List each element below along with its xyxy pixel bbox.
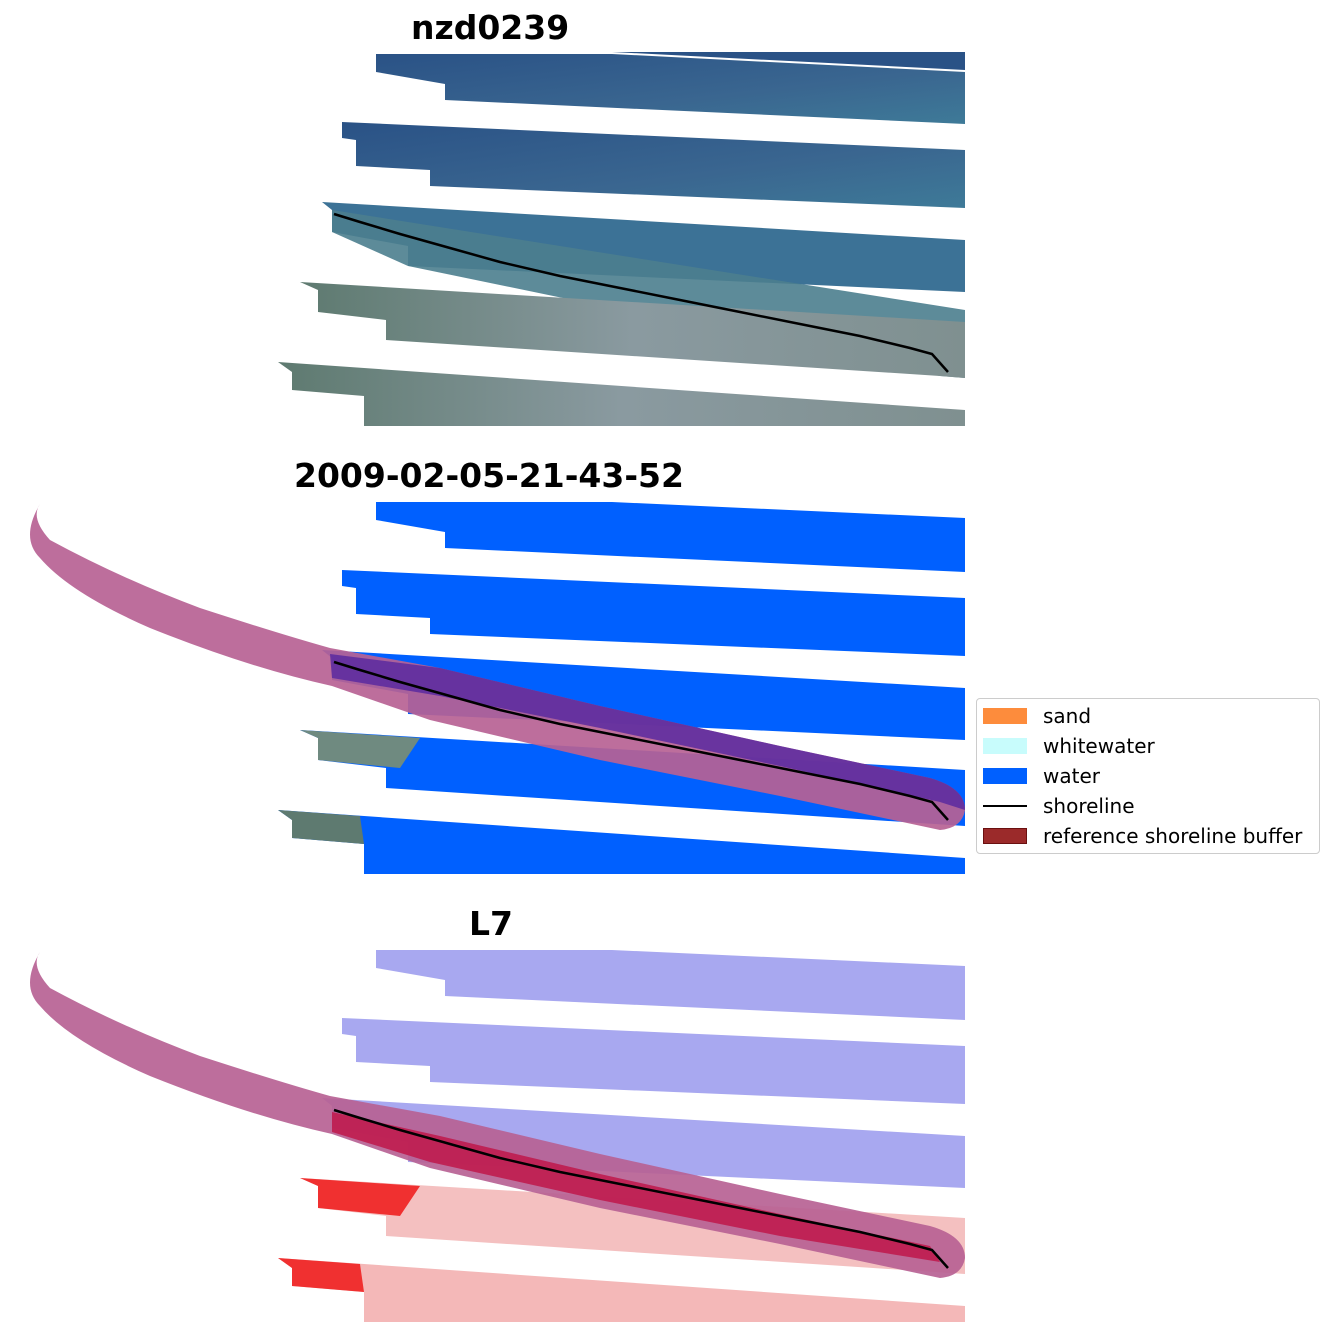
image-stripes xyxy=(278,52,965,426)
legend-swatch-water xyxy=(983,768,1027,784)
panel-title-index: L7 xyxy=(469,904,513,943)
land-stripe xyxy=(278,810,364,844)
legend-swatch-reference-buffer xyxy=(983,828,1027,844)
legend-label: water xyxy=(1043,764,1100,788)
rgb-image-panel xyxy=(278,52,965,426)
legend-swatch-sand xyxy=(983,708,1027,724)
image-stripe xyxy=(376,52,965,70)
legend-item-shoreline: shoreline xyxy=(983,794,1135,818)
water-class-stripes xyxy=(278,502,965,874)
index-panel xyxy=(30,950,965,1322)
legend-label: sand xyxy=(1043,704,1092,728)
legend: sand whitewater water shoreline referenc… xyxy=(976,698,1320,854)
index-stripe xyxy=(300,1178,965,1274)
land-stripe xyxy=(278,810,965,874)
land-stripe xyxy=(300,730,420,768)
legend-label: whitewater xyxy=(1043,734,1155,758)
panel-title-classification: 2009-02-05-21-43-52 xyxy=(294,456,684,495)
shoreline xyxy=(333,660,949,821)
image-stripe xyxy=(376,54,965,124)
classification-panel xyxy=(30,502,965,874)
legend-item-water: water xyxy=(983,764,1100,788)
legend-label: shoreline xyxy=(1043,794,1135,818)
shoreline xyxy=(333,1108,949,1269)
legend-swatch-whitewater xyxy=(983,738,1027,754)
index-stripe xyxy=(278,1258,364,1292)
index-stripe xyxy=(322,1098,965,1188)
reference-shoreline-buffer xyxy=(30,952,965,1278)
shoreline xyxy=(333,212,949,373)
buffer-water-overlap xyxy=(330,654,965,810)
water-stripe xyxy=(322,650,965,740)
index-stripe xyxy=(376,950,965,1020)
legend-item-sand: sand xyxy=(983,704,1091,728)
legend-label: reference shoreline buffer xyxy=(1043,824,1303,848)
panel-title-rgb: nzd0239 xyxy=(411,8,570,47)
land-stripe xyxy=(300,730,965,826)
index-stripe xyxy=(300,1178,420,1216)
legend-item-whitewater: whitewater xyxy=(983,734,1155,758)
legend-line-shoreline xyxy=(983,805,1027,807)
image-stripe xyxy=(342,122,965,208)
water-stripe xyxy=(342,570,965,656)
index-stripe xyxy=(342,1018,965,1104)
image-stripe xyxy=(300,282,965,378)
legend-item-reference-buffer: reference shoreline buffer xyxy=(983,824,1302,848)
image-stripe xyxy=(278,362,965,426)
index-stripe xyxy=(278,1258,965,1322)
image-stripe xyxy=(322,202,965,292)
index-stripes xyxy=(278,950,965,1322)
water-stripe xyxy=(376,502,965,572)
